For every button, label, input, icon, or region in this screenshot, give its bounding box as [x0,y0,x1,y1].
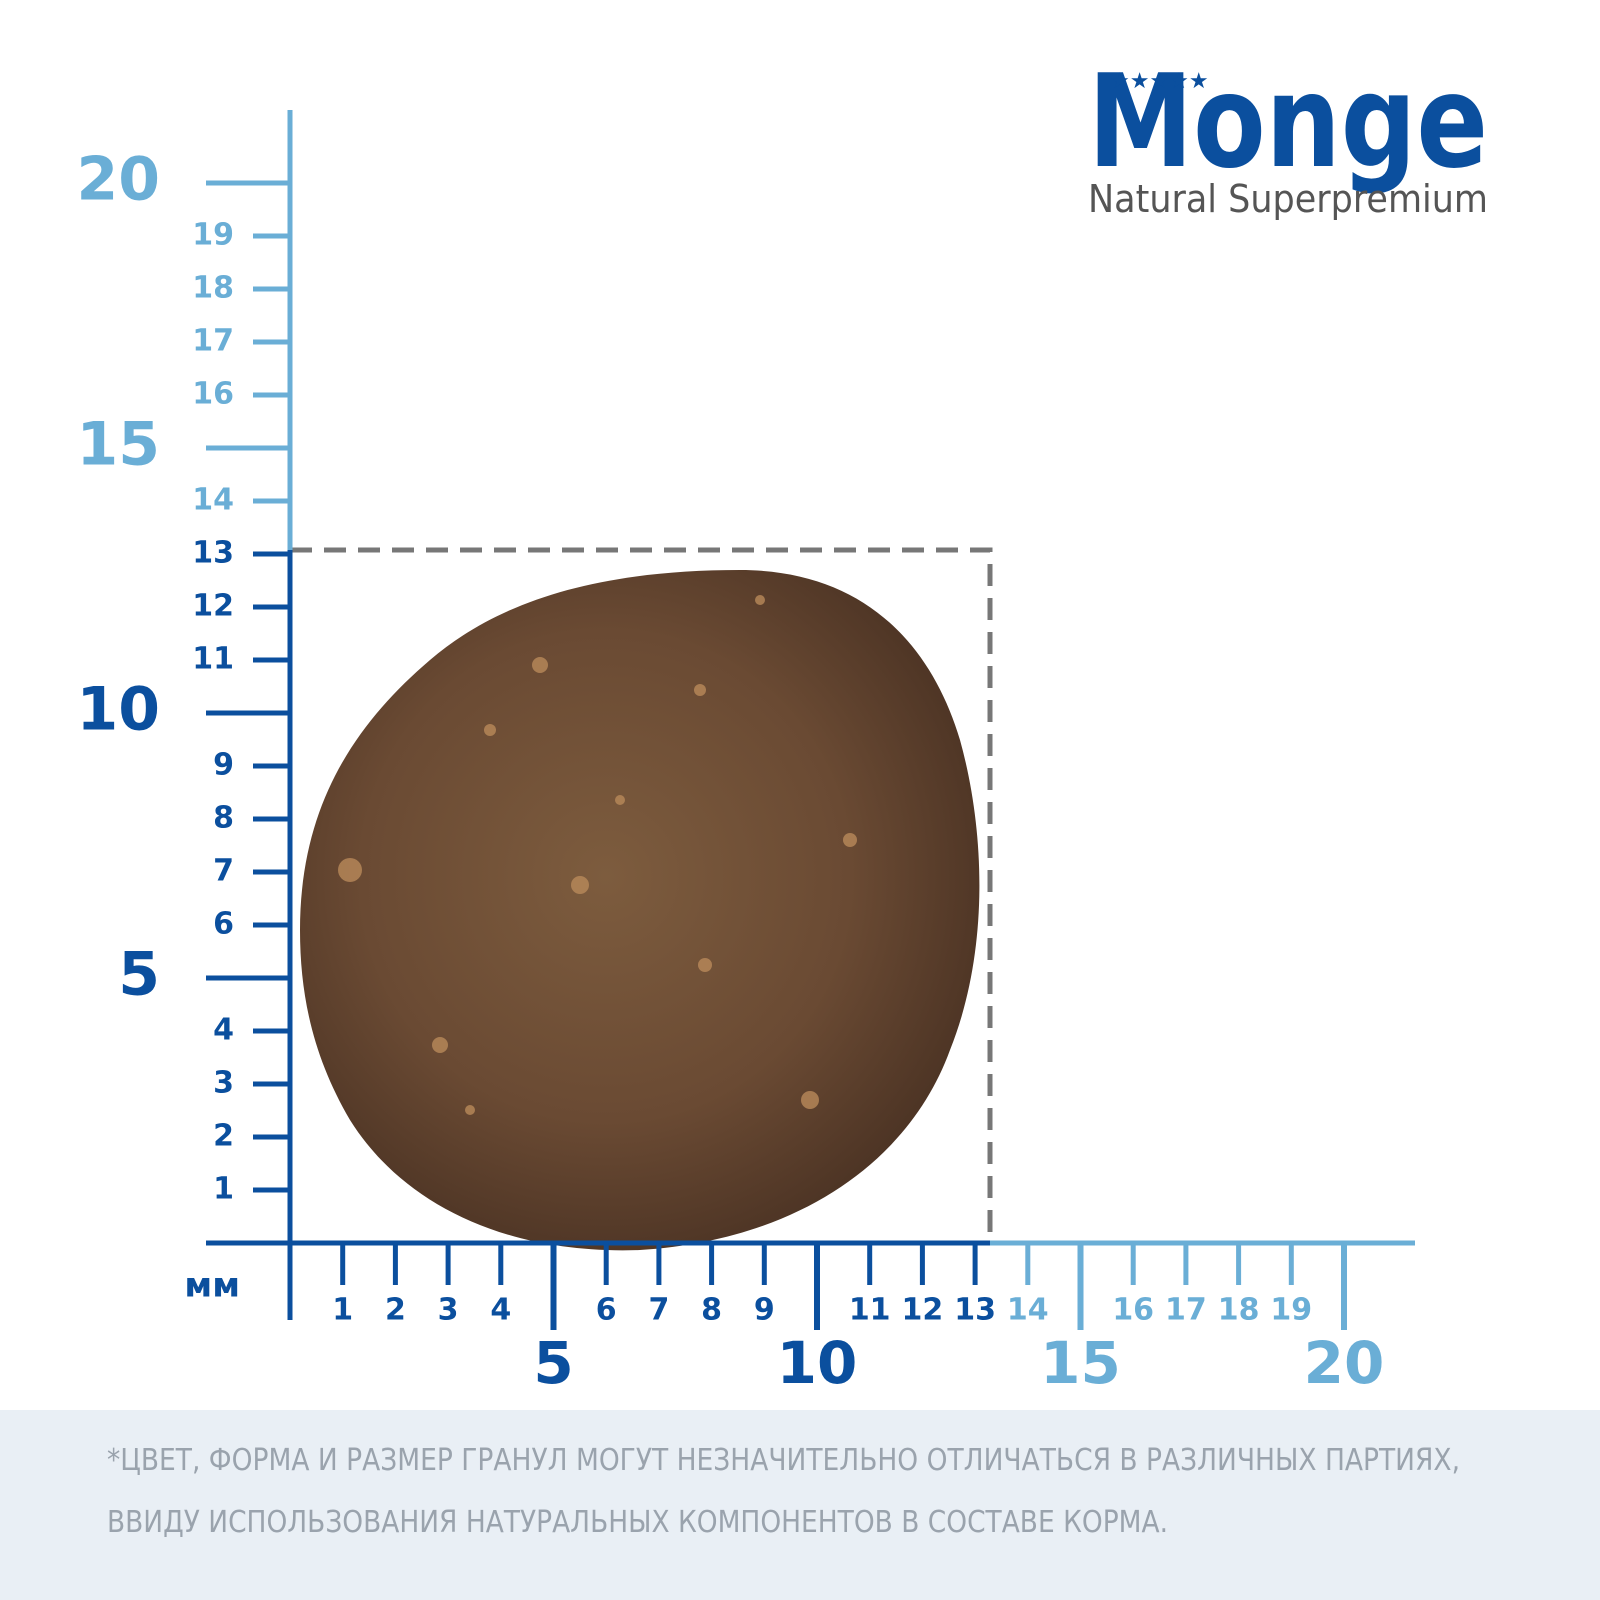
footer [0,1410,1600,1600]
y-tick-label: 1 [213,1172,234,1207]
x-tick-label: 7 [648,1293,669,1328]
brand: Monge [1088,48,1488,197]
y-tick-label: 12 [192,589,234,624]
x-tick-label: 17 [1165,1293,1207,1328]
footer-line: *ЦВЕТ, ФОРМА И РАЗМЕР ГРАНУЛ МОГУТ НЕЗНА… [107,1443,1460,1478]
y-tick-label: 19 [192,218,234,253]
y-tick-label: 8 [213,801,234,836]
y-tick-label: 10 [77,675,161,745]
y-tick-label: 16 [192,377,234,412]
y-tick-label: 2 [213,1119,234,1154]
kibble [300,570,980,1251]
x-tick-label: 16 [1112,1293,1154,1328]
y-tick-label: 13 [192,536,234,571]
x-tick-label: 19 [1270,1293,1312,1328]
x-tick-label: 2 [385,1293,406,1328]
footer-line: ВВИДУ ИСПОЛЬЗОВАНИЯ НАТУРАЛЬНЫХ КОМПОНЕН… [107,1505,1168,1540]
y-tick-label: 5 [118,940,160,1010]
y-tick-label: 20 [77,145,161,215]
y-tick-label: 6 [213,907,234,942]
x-tick-label: 13 [954,1293,996,1328]
size-box [290,547,993,1243]
y-tick-label: 15 [77,410,161,480]
y-tick-label: 18 [192,271,234,306]
y-tick-label: 14 [192,483,234,518]
y-tick-label: 4 [213,1013,234,1048]
y-tick-label: 11 [192,642,234,677]
unit: мм [184,1266,240,1306]
x-tick-label: 6 [596,1293,617,1328]
y-tick-label: 3 [213,1066,234,1101]
kibble-texture [338,595,857,1115]
x-tick-label: 14 [1007,1293,1049,1328]
stars: ★★★★★ [1110,69,1209,94]
x-tick-label: 4 [490,1293,511,1328]
x-tick-label: 11 [849,1293,891,1328]
x-tick-label: 18 [1218,1293,1260,1328]
x-tick-label: 1 [332,1293,353,1328]
x-tick-label: 8 [701,1293,722,1328]
x-tick-label: 9 [754,1293,775,1328]
y-tick-label: 9 [213,748,234,783]
logo: Monge ★★★★★ Natural Superpremium [1088,48,1488,221]
x-tick-label: 12 [902,1293,944,1328]
x-tick-label: 15 [1040,1329,1121,1397]
y-tick-label: 17 [192,324,234,359]
x-tick-label: 20 [1304,1329,1385,1397]
y-tick-label: 7 [213,854,234,889]
x-tick-label: 3 [438,1293,459,1328]
tagline: Natural Superpremium [1088,177,1488,221]
x-tick-label: 10 [777,1329,858,1397]
x-tick-label: 5 [533,1329,573,1397]
